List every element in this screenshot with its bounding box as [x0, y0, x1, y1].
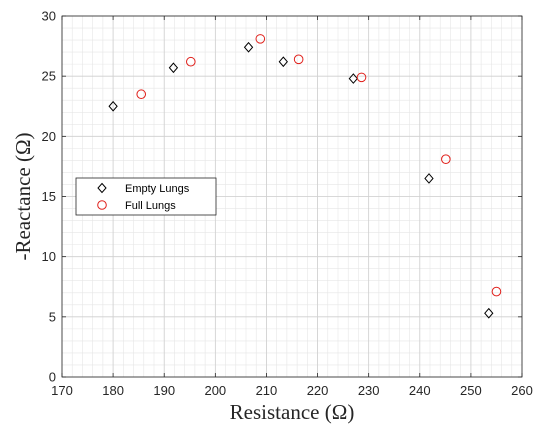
empty-lungs-point — [278, 56, 288, 68]
axis-ticks — [61, 15, 523, 378]
y-tick-label: 20 — [42, 129, 56, 144]
y-tick-label: 15 — [42, 189, 56, 204]
legend-entry-full-lungs: Full Lungs — [125, 200, 176, 212]
x-tick-label: 230 — [358, 383, 380, 398]
x-tick-label: 190 — [153, 383, 175, 398]
legend-entry-empty-lungs: Empty Lungs — [125, 183, 190, 195]
full-lungs-point — [186, 56, 196, 67]
x-tick-label: 170 — [51, 383, 73, 398]
full-lungs-point — [491, 286, 502, 297]
x-tick-label: 220 — [307, 383, 329, 398]
tick-labels: 170 180 190 200 210 220 230 240 250 260 0 5 10 15 20 25… — [42, 9, 533, 399]
x-tick-label: 210 — [256, 383, 278, 398]
empty-lungs-point — [348, 73, 358, 84]
data-markers — [108, 34, 502, 319]
x-tick-label: 200 — [204, 383, 226, 398]
empty-lungs-point — [108, 100, 118, 112]
x-tick-label: 250 — [460, 383, 482, 398]
y-tick-label: 25 — [42, 69, 56, 84]
x-tick-label: 180 — [102, 383, 124, 398]
y-tick-label: 30 — [42, 9, 56, 24]
y-tick-label: 10 — [42, 249, 56, 264]
legend: Empty Lungs Full Lungs — [75, 177, 217, 216]
full-lungs-point — [255, 34, 266, 44]
empty-lungs-point — [484, 307, 494, 319]
x-tick-label: 260 — [511, 383, 533, 398]
y-axis-label: -Reactance (Ω) — [11, 132, 35, 260]
empty-lungs-point — [168, 62, 179, 74]
legend-circle-icon — [97, 200, 107, 210]
legend-diamond-icon — [97, 182, 107, 194]
empty-lungs-point — [424, 173, 434, 184]
full-lungs-point — [136, 89, 147, 100]
y-tick-label: 0 — [49, 370, 56, 385]
full-lungs-point — [356, 72, 367, 83]
x-tick-label: 240 — [409, 383, 431, 398]
x-axis-label: Resistance (Ω) — [230, 400, 355, 424]
empty-lungs-point — [243, 41, 254, 53]
y-tick-label: 5 — [49, 309, 56, 324]
full-lungs-point — [293, 54, 304, 65]
full-lungs-point — [441, 154, 451, 164]
